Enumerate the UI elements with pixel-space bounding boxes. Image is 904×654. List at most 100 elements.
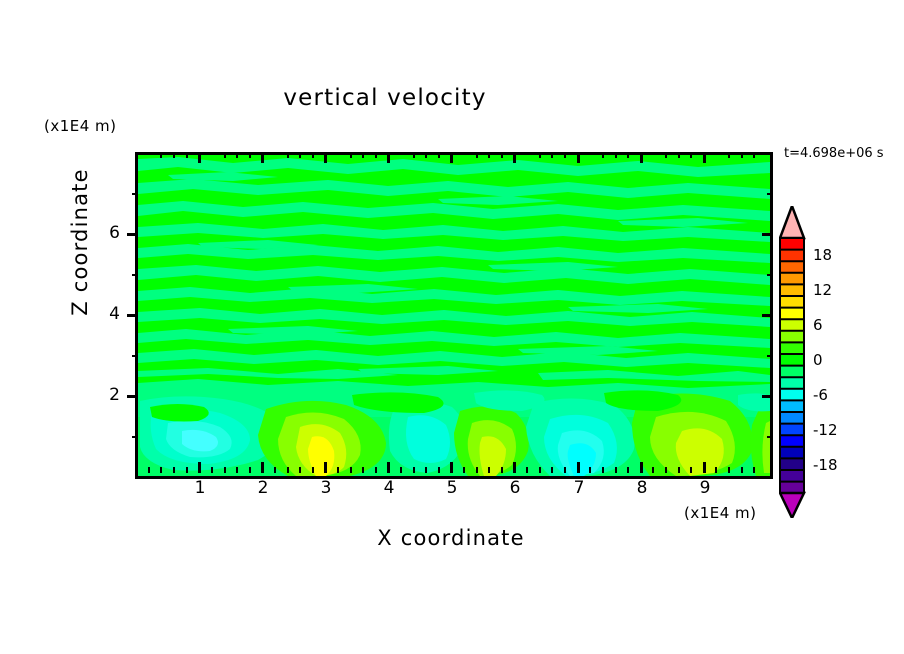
plume-negative-x6 (526, 398, 635, 476)
y-right-tick-minor (767, 193, 773, 195)
y-tick-major-2 (127, 395, 138, 398)
colorbar-ticklabel: 0 (813, 351, 823, 369)
x-top-tick-minor (413, 152, 415, 158)
x-tick-major-7 (577, 462, 580, 473)
x-tick-minor (551, 467, 553, 473)
x-top-tick-minor (186, 152, 188, 158)
page-title: vertical velocity (283, 85, 487, 111)
x-tick-minor (160, 467, 162, 473)
plume-positive-x5 (454, 406, 529, 476)
x-top-tick-major (324, 152, 327, 163)
x-tick-minor (299, 467, 301, 473)
colorbar-band-separators (779, 237, 805, 495)
x-axis-unit-label: (x1E4 m) (684, 504, 757, 522)
y-tick-major-4 (127, 314, 138, 317)
x-top-tick-major (387, 152, 390, 163)
x-top-tick-major (450, 152, 453, 163)
x-ticklabel: 7 (573, 478, 585, 498)
colorbar-over-arrow (778, 202, 806, 240)
x-top-tick-minor (564, 152, 566, 158)
x-top-tick-minor (160, 152, 162, 158)
x-tick-minor (501, 467, 503, 473)
patch-d (474, 390, 545, 411)
x-top-tick-minor (425, 152, 427, 158)
x-tick-minor (148, 467, 150, 473)
x-top-tick-minor (249, 152, 251, 158)
x-top-tick-minor (375, 152, 377, 158)
x-tick-minor (728, 467, 730, 473)
x-tick-minor (690, 467, 692, 473)
y-tick-minor (132, 274, 138, 276)
x-tick-minor (665, 467, 667, 473)
x-top-tick-major (198, 152, 201, 163)
y-axis-title: Z coordinate (68, 168, 92, 316)
x-top-tick-minor (350, 152, 352, 158)
x-top-tick-major (640, 152, 643, 163)
colorbar-ticklabel: 12 (813, 281, 833, 299)
x-ticklabel: 2 (257, 478, 269, 498)
striation-layer (138, 157, 770, 382)
x-tick-minor (526, 467, 528, 473)
contour-plot-frame (135, 152, 773, 479)
x-top-tick-minor (539, 152, 541, 158)
y-right-tick-minor (767, 355, 773, 357)
y-tick-minor (132, 355, 138, 357)
x-tick-minor (312, 467, 314, 473)
colorbar-ticklabel: 6 (813, 316, 823, 334)
x-top-tick-minor (287, 152, 289, 158)
x-top-tick-minor (602, 152, 604, 158)
colorbar-ticklabel: -6 (813, 386, 828, 404)
x-axis-title: X coordinate (377, 526, 525, 550)
x-tick-minor (602, 467, 604, 473)
x-tick-minor (400, 467, 402, 473)
x-top-tick-major (703, 152, 706, 163)
plume-positive-x3 (258, 400, 386, 476)
x-top-tick-minor (690, 152, 692, 158)
x-tick-minor (350, 467, 352, 473)
x-top-tick-minor (299, 152, 301, 158)
x-tick-minor (539, 467, 541, 473)
x-tick-minor (249, 467, 251, 473)
x-top-tick-minor (741, 152, 743, 158)
x-top-tick-minor (753, 152, 755, 158)
x-tick-minor (589, 467, 591, 473)
x-tick-minor (741, 467, 743, 473)
x-top-tick-minor (615, 152, 617, 158)
x-ticklabel: 9 (699, 478, 711, 498)
x-tick-minor (463, 467, 465, 473)
x-tick-minor (476, 467, 478, 473)
x-ticklabel: 1 (194, 478, 206, 498)
x-top-tick-minor (728, 152, 730, 158)
x-top-tick-minor (665, 152, 667, 158)
time-annotation: t=4.698e+06 s (784, 146, 884, 161)
colorbar-ticklabel: 18 (813, 246, 833, 264)
x-top-tick-minor (501, 152, 503, 158)
x-tick-minor (652, 467, 654, 473)
colorbar-under-arrow (778, 491, 806, 521)
x-top-tick-minor (678, 152, 680, 158)
x-tick-major-3 (324, 462, 327, 473)
colorbar-bands (780, 238, 804, 494)
x-top-tick-minor (488, 152, 490, 158)
x-top-tick-major (577, 152, 580, 163)
x-ticklabel: 8 (636, 478, 648, 498)
x-tick-major-6 (513, 462, 516, 473)
y-tick-minor (132, 193, 138, 195)
colorbar-swatches (778, 202, 806, 521)
x-tick-major-1 (198, 462, 201, 473)
x-top-tick-minor (312, 152, 314, 158)
x-tick-minor (337, 467, 339, 473)
x-top-tick-minor (551, 152, 553, 158)
x-tick-minor (211, 467, 213, 473)
x-top-tick-minor (362, 152, 364, 158)
x-tick-minor (173, 467, 175, 473)
vertical-velocity-field (138, 155, 770, 476)
x-tick-minor (413, 467, 415, 473)
x-tick-major-8 (640, 462, 643, 473)
colorbar-ticklabel: -18 (813, 456, 838, 474)
x-tick-minor (236, 467, 238, 473)
x-tick-minor (438, 467, 440, 473)
x-tick-minor (564, 467, 566, 473)
x-tick-major-4 (387, 462, 390, 473)
